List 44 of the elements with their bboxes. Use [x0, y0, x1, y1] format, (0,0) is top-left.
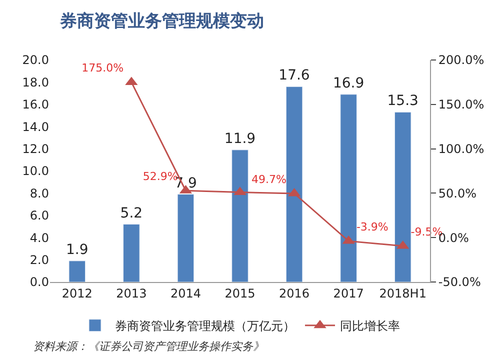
y2-tick-label: 100.0% [438, 142, 484, 156]
data-label: 5.2 [120, 205, 143, 222]
bar [286, 86, 303, 282]
x-tick-label: 2015 [224, 286, 256, 300]
y2-tick-label: 200.0% [438, 53, 484, 68]
x-tick-label: 2018H1 [379, 286, 426, 300]
x-tick-label: 2017 [333, 286, 364, 300]
data-label: 17.6 [278, 68, 310, 84]
data-label: 11.9 [224, 130, 256, 147]
data-label: 15.3 [387, 93, 418, 110]
y-tick-label: 20.0 [22, 53, 49, 68]
y-tick-label: 10.0 [22, 164, 49, 178]
legend-label: 券商资管业务管理规模（万亿元） [115, 319, 295, 334]
data-label: 49.7% [251, 172, 286, 186]
y2-tick-label: 50.0% [438, 186, 477, 200]
y2-tick-label: -50.0% [438, 275, 481, 290]
bar [232, 150, 248, 282]
chart-title: 券商资管业务管理规模变动 [59, 11, 264, 32]
y-tick-label: 8.0 [30, 186, 49, 200]
y-tick-label: 18.0 [22, 75, 49, 90]
y-tick-label: 4.0 [30, 230, 49, 245]
data-label: 175.0% [82, 62, 124, 75]
bar [394, 112, 412, 282]
text: 资料来源：《证券公司资产管理业务操作实务》 [33, 340, 264, 353]
data-label: 16.9 [332, 75, 364, 92]
data-label: 1.9 [66, 242, 88, 258]
x-tick-label: 2016 [279, 286, 310, 300]
bar [68, 260, 86, 282]
y-tick-label: 6.0 [30, 208, 49, 223]
y-tick-label: 2.0 [30, 253, 49, 267]
data-label: -3.9% [356, 220, 388, 234]
x-tick-label: 2012 [62, 286, 92, 300]
y-tick-label: 12.0 [22, 142, 49, 156]
y-tick-label: 14.0 [22, 120, 49, 134]
bar [340, 94, 357, 282]
y-tick-label: 0.0 [30, 275, 49, 290]
legend-label: 同比增长率 [340, 319, 400, 334]
y-tick-label: 16.0 [22, 98, 49, 112]
bar [123, 224, 140, 282]
data-label: 52.9% [142, 170, 178, 183]
bar [177, 194, 194, 282]
y2-tick-label: 150.0% [438, 98, 484, 112]
x-tick-label: 2014 [170, 286, 201, 300]
x-tick-label: 2013 [116, 286, 147, 300]
